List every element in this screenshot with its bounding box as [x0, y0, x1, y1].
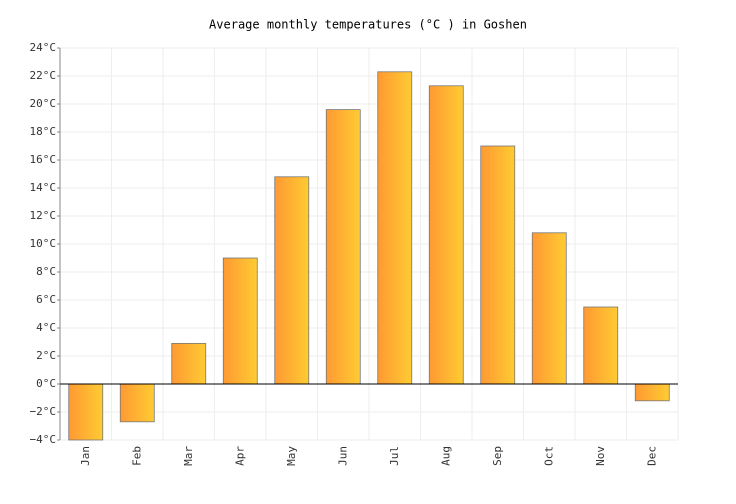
- y-tick-label: 22°C: [30, 69, 57, 82]
- x-tick-label: Oct: [542, 446, 555, 466]
- y-tick-label: 14°C: [30, 181, 57, 194]
- x-tick-label: Nov: [594, 446, 607, 466]
- y-tick-label: 0°C: [36, 377, 56, 390]
- chart-title: Average monthly temperatures (°C ) in Go…: [209, 18, 527, 32]
- x-tick-label: Jul: [388, 446, 401, 466]
- y-tick-label: 4°C: [36, 321, 56, 334]
- bar: [428, 85, 464, 385]
- bar: [480, 145, 516, 385]
- bar: [171, 342, 207, 385]
- y-tick-label: 24°C: [30, 41, 57, 54]
- x-tick-label: Sep: [491, 446, 504, 466]
- x-tick-label: Feb: [130, 446, 143, 466]
- y-tick-label: 16°C: [30, 153, 57, 166]
- y-tick-label: 18°C: [30, 125, 57, 138]
- y-tick-label: 12°C: [30, 209, 57, 222]
- x-tick-label: Jan: [79, 446, 92, 466]
- y-tick-label: −4°C: [30, 433, 57, 446]
- y-tick-label: −2°C: [30, 405, 57, 418]
- bar: [119, 383, 155, 423]
- bar: [583, 306, 619, 385]
- x-tick-label: Mar: [182, 446, 195, 466]
- y-tick-label: 20°C: [30, 97, 57, 110]
- bar: [531, 232, 567, 385]
- bar: [325, 109, 361, 385]
- x-tick-label: May: [285, 446, 298, 466]
- bar: [634, 383, 670, 402]
- y-tick-label: 2°C: [36, 349, 56, 362]
- bar: [274, 176, 310, 385]
- bar: [377, 71, 413, 385]
- y-tick-label: 6°C: [36, 293, 56, 306]
- x-tick-label: Apr: [233, 446, 246, 466]
- bar: [68, 383, 104, 441]
- x-tick-label: Aug: [439, 446, 452, 466]
- x-tick-label: Dec: [645, 446, 658, 466]
- bar: [222, 257, 258, 385]
- y-tick-label: 8°C: [36, 265, 56, 278]
- x-tick-label: Jun: [336, 446, 349, 466]
- y-tick-label: 10°C: [30, 237, 57, 250]
